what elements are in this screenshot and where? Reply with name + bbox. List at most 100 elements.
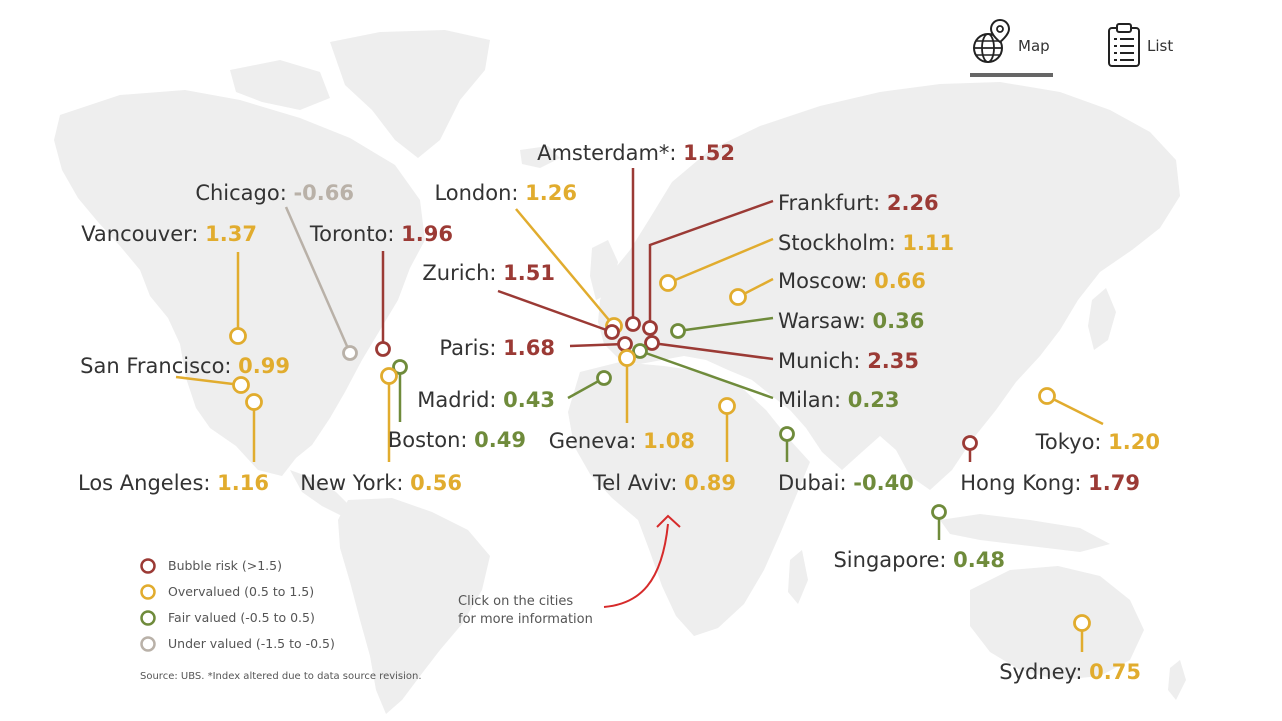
city-label-frankfurt[interactable]: Frankfurt: 2.26 xyxy=(778,191,939,215)
city-value-amsterdam: 1.52 xyxy=(683,141,735,165)
city-marker-warsaw[interactable] xyxy=(670,323,686,339)
city-value-moscow: 0.66 xyxy=(874,269,926,293)
leader-line-frankfurt xyxy=(648,199,774,328)
city-label-munich[interactable]: Munich: 2.35 xyxy=(778,349,919,373)
city-value-milan: 0.23 xyxy=(848,388,900,412)
landmass-arctic-islands xyxy=(230,60,330,110)
landmass-greenland xyxy=(330,30,490,158)
city-marker-frankfurt[interactable] xyxy=(642,320,658,336)
city-marker-new-york[interactable] xyxy=(380,367,398,385)
city-name-boston: Boston: xyxy=(388,428,474,452)
city-marker-chicago[interactable] xyxy=(342,345,358,361)
city-name-madrid: Madrid: xyxy=(417,388,503,412)
city-name-toronto: Toronto: xyxy=(309,222,401,246)
city-label-boston[interactable]: Boston: 0.49 xyxy=(388,428,526,452)
city-marker-los-angeles[interactable] xyxy=(245,393,263,411)
tab-map[interactable]: Map xyxy=(968,16,1054,78)
city-name-sydney: Sydney: xyxy=(999,660,1089,684)
city-label-sydney[interactable]: Sydney: 0.75 xyxy=(999,660,1141,684)
city-marker-boston[interactable] xyxy=(392,359,408,375)
city-label-toronto[interactable]: Toronto: 1.96 xyxy=(309,222,453,246)
clipboard-list-icon xyxy=(1108,23,1140,67)
city-value-hong-kong: 1.79 xyxy=(1088,471,1140,495)
city-marker-geneva[interactable] xyxy=(618,349,636,367)
city-label-dubai[interactable]: Dubai: -0.40 xyxy=(778,471,914,495)
city-marker-milan[interactable] xyxy=(632,343,648,359)
city-value-warsaw: 0.36 xyxy=(873,309,925,333)
city-marker-toronto[interactable] xyxy=(375,341,391,357)
city-value-toronto: 1.96 xyxy=(401,222,453,246)
city-name-london: London: xyxy=(434,181,525,205)
city-marker-tokyo[interactable] xyxy=(1038,387,1056,405)
city-value-london: 1.26 xyxy=(525,181,577,205)
city-label-hong-kong[interactable]: Hong Kong: 1.79 xyxy=(960,471,1140,495)
city-marker-munich[interactable] xyxy=(644,335,660,351)
landmass-africa xyxy=(568,362,810,636)
city-marker-tel-aviv[interactable] xyxy=(718,397,736,415)
city-label-zurich[interactable]: Zurich: 1.51 xyxy=(422,261,555,285)
tab-list[interactable]: List xyxy=(1103,16,1183,78)
city-value-tokyo: 1.20 xyxy=(1108,430,1160,454)
city-value-frankfurt: 2.26 xyxy=(887,191,939,215)
landmass-north-america xyxy=(54,90,425,476)
city-label-singapore[interactable]: Singapore: 0.48 xyxy=(833,548,1005,572)
city-marker-madrid[interactable] xyxy=(596,370,612,386)
leader-line-tokyo xyxy=(1046,394,1104,426)
landmass-indonesia xyxy=(940,514,1110,552)
leader-line-munich xyxy=(651,341,774,361)
city-value-tel-aviv: 0.89 xyxy=(684,471,736,495)
city-value-vancouver: 1.37 xyxy=(205,222,257,246)
city-marker-san-francisco[interactable] xyxy=(232,376,250,394)
city-label-tokyo[interactable]: Tokyo: 1.20 xyxy=(1035,430,1160,454)
city-label-milan[interactable]: Milan: 0.23 xyxy=(778,388,900,412)
legend-label-bubble-risk: Bubble risk (>1.5) xyxy=(168,558,282,573)
city-marker-stockholm[interactable] xyxy=(659,274,677,292)
city-marker-zurich[interactable] xyxy=(604,324,620,340)
city-name-hong-kong: Hong Kong: xyxy=(960,471,1088,495)
city-label-moscow[interactable]: Moscow: 0.66 xyxy=(778,269,926,293)
landmass-eurasia xyxy=(598,82,1180,490)
city-value-geneva: 1.08 xyxy=(643,429,695,453)
leader-line-milan xyxy=(639,349,774,400)
city-value-madrid: 0.43 xyxy=(503,388,555,412)
click-hint: Click on the cities for more information xyxy=(458,514,681,627)
city-label-vancouver[interactable]: Vancouver: 1.37 xyxy=(81,222,257,246)
city-value-chicago: -0.66 xyxy=(293,181,354,205)
city-value-munich: 2.35 xyxy=(867,349,919,373)
city-label-stockholm[interactable]: Stockholm: 1.11 xyxy=(778,231,954,255)
city-name-milan: Milan: xyxy=(778,388,848,412)
city-name-paris: Paris: xyxy=(439,336,503,360)
city-value-dubai: -0.40 xyxy=(853,471,914,495)
city-marker-hong-kong[interactable] xyxy=(962,435,978,451)
city-marker-dubai[interactable] xyxy=(779,426,795,442)
city-marker-amsterdam[interactable] xyxy=(625,316,641,332)
city-name-los-angeles: Los Angeles: xyxy=(78,471,217,495)
city-label-warsaw[interactable]: Warsaw: 0.36 xyxy=(778,309,924,333)
city-label-tel-aviv[interactable]: Tel Aviv: 0.89 xyxy=(592,471,736,495)
landmass-iceland xyxy=(520,146,560,168)
city-label-los-angeles[interactable]: Los Angeles: 1.16 xyxy=(78,471,269,495)
landmass-australia xyxy=(970,566,1144,680)
city-label-geneva[interactable]: Geneva: 1.08 xyxy=(549,429,695,453)
city-labels: Amsterdam*: 1.52 Chicago: -0.66 London: 1.… xyxy=(78,141,1160,684)
city-marker-sydney[interactable] xyxy=(1073,614,1091,632)
city-value-san-francisco: 0.99 xyxy=(238,354,290,378)
city-label-amsterdam[interactable]: Amsterdam*: 1.52 xyxy=(537,141,735,165)
city-name-singapore: Singapore: xyxy=(833,548,953,572)
city-label-chicago[interactable]: Chicago: -0.66 xyxy=(195,181,354,205)
city-name-amsterdam: Amsterdam*: xyxy=(537,141,683,165)
city-marker-singapore[interactable] xyxy=(931,504,947,520)
city-name-tel-aviv: Tel Aviv: xyxy=(592,471,684,495)
city-marker-vancouver[interactable] xyxy=(229,327,247,345)
city-marker-moscow[interactable] xyxy=(729,288,747,306)
city-label-san-francisco[interactable]: San Francisco: 0.99 xyxy=(80,354,290,378)
city-label-london[interactable]: London: 1.26 xyxy=(434,181,577,205)
city-value-los-angeles: 1.16 xyxy=(217,471,269,495)
landmass-south-america xyxy=(338,498,490,714)
city-label-new-york[interactable]: New York: 0.56 xyxy=(300,471,462,495)
city-marker-paris[interactable] xyxy=(617,336,633,352)
city-label-madrid[interactable]: Madrid: 0.43 xyxy=(417,388,555,412)
city-label-paris[interactable]: Paris: 1.68 xyxy=(439,336,555,360)
legend-marker-fair-valued xyxy=(140,610,156,626)
